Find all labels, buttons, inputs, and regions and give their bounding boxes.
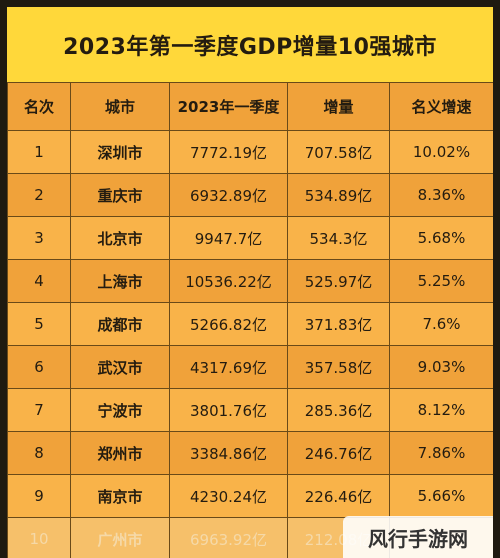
rank-cell: 2 [7, 173, 71, 217]
increase-cell: 371.83亿 [287, 302, 390, 346]
gdp-cell: 6932.89亿 [169, 173, 288, 217]
rank-cell: 1 [7, 130, 71, 174]
table-row: 8 郑州市 3384.86亿 246.76亿 7.86% [7, 431, 493, 475]
rank-cell: 8 [7, 431, 71, 475]
city-cell: 广州市 [70, 517, 170, 558]
increase-cell: 525.97亿 [287, 259, 390, 303]
city-cell: 郑州市 [70, 431, 170, 475]
header-row: 名次 城市 2023年一季度 增量 名义增速 [7, 82, 493, 131]
header-city: 城市 [70, 82, 170, 131]
gdp-table: 名次 城市 2023年一季度 增量 名义增速 1 深圳市 7772.19亿 70… [7, 82, 493, 558]
increase-cell: 357.58亿 [287, 345, 390, 389]
table-row: 3 北京市 9947.7亿 534.3亿 5.68% [7, 216, 493, 260]
increase-cell: 707.58亿 [287, 130, 390, 174]
gdp-cell: 3384.86亿 [169, 431, 288, 475]
gdp-cell: 5266.82亿 [169, 302, 288, 346]
city-cell: 上海市 [70, 259, 170, 303]
table-title: 2023年第一季度GDP增量10强城市 [7, 7, 493, 82]
header-rank: 名次 [7, 82, 71, 131]
gdp-cell: 10536.22亿 [169, 259, 288, 303]
gdp-cell: 9947.7亿 [169, 216, 288, 260]
city-cell: 成都市 [70, 302, 170, 346]
gdp-cell: 4230.24亿 [169, 474, 288, 518]
growth-cell: 9.03% [389, 345, 493, 389]
rank-cell: 5 [7, 302, 71, 346]
table-row: 7 宁波市 3801.76亿 285.36亿 8.12% [7, 388, 493, 432]
rank-cell: 7 [7, 388, 71, 432]
growth-cell: 10.02% [389, 130, 493, 174]
city-cell: 北京市 [70, 216, 170, 260]
growth-cell: 5.68% [389, 216, 493, 260]
growth-cell: 5.25% [389, 259, 493, 303]
rank-cell: 9 [7, 474, 71, 518]
table-row: 2 重庆市 6932.89亿 534.89亿 8.36% [7, 173, 493, 217]
rank-cell: 6 [7, 345, 71, 389]
growth-cell: 8.36% [389, 173, 493, 217]
rank-cell: 3 [7, 216, 71, 260]
city-cell: 重庆市 [70, 173, 170, 217]
gdp-table-sheet: 2023年第一季度GDP增量10强城市 名次 城市 2023年一季度 增量 名义… [7, 7, 493, 558]
city-cell: 南京市 [70, 474, 170, 518]
growth-cell: 7.6% [389, 302, 493, 346]
table-row: 6 武汉市 4317.69亿 357.58亿 9.03% [7, 345, 493, 389]
table-row: 1 深圳市 7772.19亿 707.58亿 10.02% [7, 130, 493, 174]
city-cell: 武汉市 [70, 345, 170, 389]
rank-cell: 4 [7, 259, 71, 303]
growth-cell: 7.86% [389, 431, 493, 475]
gdp-cell: 6963.92亿 [169, 517, 288, 558]
header-growth: 名义增速 [389, 82, 493, 131]
gdp-cell: 4317.69亿 [169, 345, 288, 389]
table-row: 9 南京市 4230.24亿 226.46亿 5.66% [7, 474, 493, 518]
city-cell: 深圳市 [70, 130, 170, 174]
increase-cell: 246.76亿 [287, 431, 390, 475]
site-watermark: 风行手游网 [343, 516, 493, 558]
increase-cell: 285.36亿 [287, 388, 390, 432]
table-row: 4 上海市 10536.22亿 525.97亿 5.25% [7, 259, 493, 303]
header-increase: 增量 [287, 82, 390, 131]
increase-cell: 534.89亿 [287, 173, 390, 217]
increase-cell: 534.3亿 [287, 216, 390, 260]
header-gdp: 2023年一季度 [169, 82, 288, 131]
city-cell: 宁波市 [70, 388, 170, 432]
increase-cell: 226.46亿 [287, 474, 390, 518]
gdp-cell: 3801.76亿 [169, 388, 288, 432]
growth-cell: 8.12% [389, 388, 493, 432]
table-row: 5 成都市 5266.82亿 371.83亿 7.6% [7, 302, 493, 346]
growth-cell: 5.66% [389, 474, 493, 518]
rank-cell: 10 [7, 517, 71, 558]
gdp-cell: 7772.19亿 [169, 130, 288, 174]
